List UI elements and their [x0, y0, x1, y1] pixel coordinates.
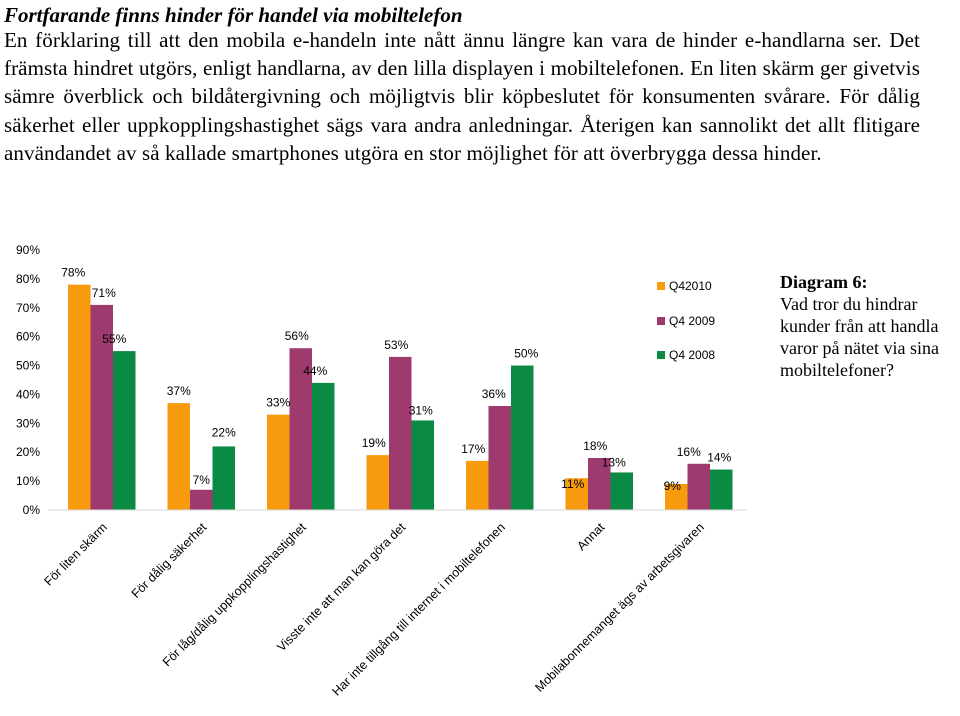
bar: [90, 304, 113, 510]
data-label: 78%: [61, 266, 85, 280]
bar: [411, 420, 434, 510]
y-tick-label: 30%: [16, 416, 40, 430]
bar: [190, 489, 213, 510]
data-label: 56%: [285, 329, 309, 343]
x-tick-label: För liten skärm: [42, 520, 110, 588]
bar: [312, 382, 335, 510]
data-label: 19%: [362, 436, 386, 450]
value-labels-group: 78% 37% 33% 19% 17% 11% 9% 71% 7% 56% 53% 36% 18% 16%…: [61, 266, 731, 493]
chart-caption: Diagram 6: Vad tror du hindrar kunder fr…: [780, 271, 960, 381]
bar: [511, 365, 534, 510]
bar: [289, 348, 312, 510]
document-heading: Fortfarande finns hinder för handel via …: [4, 3, 463, 27]
x-tick-label: Mobilabonnemanget ägs av arbetsgivaren: [532, 520, 707, 695]
bar: [710, 469, 733, 510]
bar: [167, 403, 190, 510]
legend-label: Q4 2009: [669, 314, 715, 328]
data-label: 17%: [461, 442, 485, 456]
data-label: 9%: [664, 479, 682, 493]
x-tick-label: För dålig säkerhet: [129, 520, 210, 601]
data-label: 33%: [266, 396, 290, 410]
y-tick-label: 0%: [23, 503, 41, 517]
y-axis: 0% 10% 20% 30% 40% 50% 60% 70% 80% 90%: [16, 243, 40, 517]
document-paragraph: En förklaring till att den mobila e-hand…: [4, 28, 920, 165]
y-tick-label: 10%: [16, 474, 40, 488]
x-tick-label: Har inte tillgång till internet i mobilt…: [329, 520, 507, 698]
bars-group: [48, 284, 747, 511]
data-label: 31%: [409, 403, 433, 417]
bar: [466, 460, 489, 510]
data-label: 71%: [92, 286, 116, 300]
data-label: 22%: [212, 425, 236, 439]
bar: [366, 455, 389, 510]
data-label: 37%: [167, 384, 191, 398]
bar: [665, 484, 688, 510]
data-label: 18%: [583, 439, 607, 453]
legend-swatch: [657, 317, 665, 325]
data-label: 44%: [303, 364, 327, 378]
bar: [588, 458, 611, 510]
y-tick-label: 60%: [16, 330, 40, 344]
data-label: 53%: [384, 338, 408, 352]
caption-title: Diagram 6:: [780, 272, 868, 292]
legend-label: Q4 2008: [669, 348, 715, 362]
y-tick-label: 50%: [16, 359, 40, 373]
legend-label: Q42010: [669, 279, 712, 293]
bar: [212, 446, 235, 510]
y-tick-label: 90%: [16, 243, 40, 257]
bar: [68, 284, 91, 510]
data-label: 7%: [193, 473, 211, 487]
data-label: 16%: [677, 445, 701, 459]
bar: [488, 406, 511, 510]
y-tick-label: 80%: [16, 272, 40, 286]
bar: [113, 351, 136, 510]
x-tick-label: Annat: [574, 520, 607, 553]
data-label: 13%: [602, 455, 626, 469]
caption-text: Vad tror du hindrar kunder från att hand…: [780, 294, 939, 380]
data-label: 36%: [482, 387, 506, 401]
data-label: 11%: [561, 477, 584, 491]
y-tick-label: 70%: [16, 301, 40, 315]
bar: [610, 472, 633, 510]
data-label: 50%: [514, 347, 538, 361]
bar: [565, 478, 588, 510]
y-tick-label: 40%: [16, 387, 40, 401]
bar: [267, 414, 290, 510]
bar: [389, 356, 412, 510]
y-tick-label: 20%: [16, 445, 40, 459]
data-label: 55%: [102, 332, 126, 346]
data-label: 14%: [707, 451, 731, 465]
legend-swatch: [657, 282, 665, 290]
legend-swatch: [657, 351, 665, 359]
bar: [687, 463, 710, 510]
bar-chart: 0% 10% 20% 30% 40% 50% 60% 70% 80% 90% 78% 37% 33% 1…: [16, 243, 747, 699]
legend: Q42010 Q4 2009 Q4 2008: [657, 279, 715, 362]
